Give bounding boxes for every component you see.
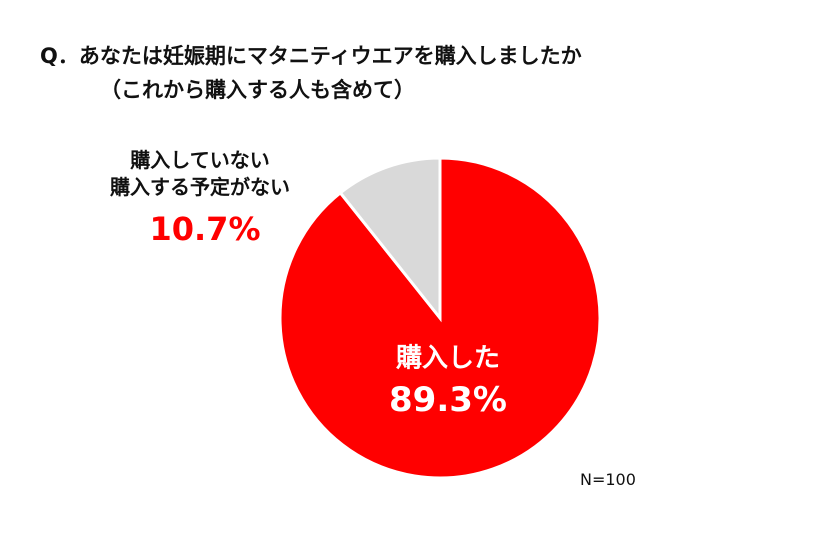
value-label: 10.7%: [149, 210, 261, 248]
chart-subtitle: （これから購入する人も含めて）: [100, 78, 415, 102]
pie-slice: [338, 156, 442, 323]
chart-title: Q．あなたは妊娠期にマタニティウエアを購入しましたか: [40, 44, 582, 68]
annotation: N=100: [580, 470, 636, 489]
value-label: 89.3%: [389, 380, 507, 420]
slice-label: 購入していない 購入する予定がない: [110, 148, 290, 199]
slice-label: 購入した: [395, 343, 501, 374]
